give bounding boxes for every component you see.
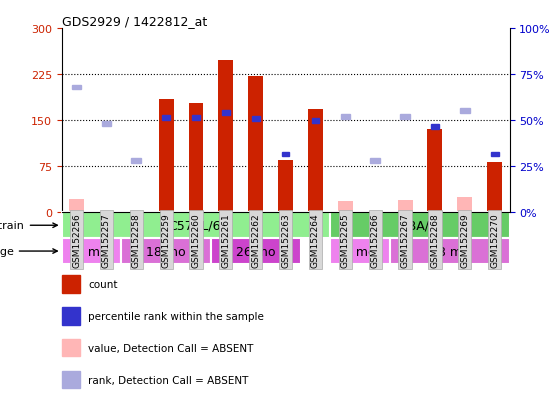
Bar xyxy=(62,276,80,293)
Bar xyxy=(458,197,472,213)
Bar xyxy=(62,213,330,239)
Bar xyxy=(340,115,350,120)
Bar xyxy=(162,115,170,120)
Bar xyxy=(330,213,510,239)
Bar xyxy=(330,239,390,264)
Bar xyxy=(69,199,84,213)
Text: GSM152269: GSM152269 xyxy=(460,213,469,268)
Bar xyxy=(311,119,319,123)
Bar xyxy=(62,371,80,388)
Bar xyxy=(62,239,122,264)
Bar xyxy=(308,110,323,213)
Bar xyxy=(72,85,81,90)
Text: GSM152270: GSM152270 xyxy=(490,213,499,268)
Text: 18 mo: 18 mo xyxy=(430,245,470,258)
Bar xyxy=(431,125,439,129)
Text: GSM152258: GSM152258 xyxy=(132,213,141,268)
Bar xyxy=(487,163,502,213)
Bar xyxy=(222,110,230,115)
Text: GSM152265: GSM152265 xyxy=(341,213,350,268)
Bar xyxy=(122,239,211,264)
Bar xyxy=(427,130,442,213)
Bar xyxy=(189,104,203,213)
Bar xyxy=(101,122,111,127)
Text: GSM152268: GSM152268 xyxy=(431,213,440,268)
Text: DBA/2J: DBA/2J xyxy=(399,219,441,232)
Bar xyxy=(218,61,234,213)
Text: GSM152256: GSM152256 xyxy=(72,213,81,268)
Text: 18 mo: 18 mo xyxy=(146,245,186,258)
Bar xyxy=(62,339,80,357)
Bar xyxy=(390,239,510,264)
Text: age: age xyxy=(0,247,57,256)
Text: GSM152261: GSM152261 xyxy=(221,213,230,268)
Bar xyxy=(282,152,290,157)
Text: rank, Detection Call = ABSENT: rank, Detection Call = ABSENT xyxy=(88,375,249,385)
Bar xyxy=(158,100,174,213)
Text: 2 mo: 2 mo xyxy=(76,245,108,258)
Bar xyxy=(370,159,380,164)
Bar xyxy=(248,77,263,213)
Text: percentile rank within the sample: percentile rank within the sample xyxy=(88,311,264,321)
Text: GSM152266: GSM152266 xyxy=(371,213,380,268)
Text: value, Detection Call = ABSENT: value, Detection Call = ABSENT xyxy=(88,343,254,353)
Text: GSM152267: GSM152267 xyxy=(400,213,409,268)
Text: GDS2929 / 1422812_at: GDS2929 / 1422812_at xyxy=(62,15,207,28)
Bar xyxy=(211,239,301,264)
Text: GSM152263: GSM152263 xyxy=(281,213,290,268)
Bar xyxy=(460,109,470,114)
Text: GSM152257: GSM152257 xyxy=(102,213,111,268)
Bar xyxy=(398,201,413,213)
Text: GSM152262: GSM152262 xyxy=(251,213,260,267)
Text: count: count xyxy=(88,279,118,290)
Bar xyxy=(278,161,293,213)
Bar xyxy=(132,159,141,164)
Text: 2 mo: 2 mo xyxy=(344,245,376,258)
Bar xyxy=(252,117,260,122)
Bar xyxy=(192,115,200,120)
Text: 26 mo: 26 mo xyxy=(236,245,276,258)
Text: GSM152259: GSM152259 xyxy=(162,213,171,268)
Bar xyxy=(338,202,353,213)
Text: GSM152260: GSM152260 xyxy=(192,213,200,268)
Bar xyxy=(400,115,410,120)
Text: C57BL/6J: C57BL/6J xyxy=(168,219,224,232)
Text: strain: strain xyxy=(0,221,57,231)
Text: GSM152264: GSM152264 xyxy=(311,213,320,267)
Bar xyxy=(62,307,80,325)
Bar xyxy=(491,152,498,157)
